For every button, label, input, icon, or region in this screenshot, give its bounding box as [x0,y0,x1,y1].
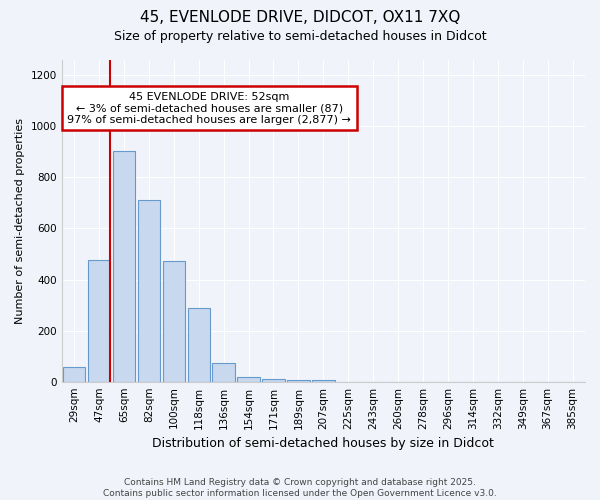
Bar [137,200,160,382]
X-axis label: Distribution of semi-detached houses by size in Didcot: Distribution of semi-detached houses by … [152,437,494,450]
Bar [262,379,285,382]
Bar [163,261,185,382]
Text: Contains HM Land Registry data © Crown copyright and database right 2025.
Contai: Contains HM Land Registry data © Crown c… [103,478,497,498]
Bar [212,364,235,382]
Bar [188,308,210,382]
Text: 45, EVENLODE DRIVE, DIDCOT, OX11 7XQ: 45, EVENLODE DRIVE, DIDCOT, OX11 7XQ [140,10,460,25]
Bar [312,380,335,382]
Text: Size of property relative to semi-detached houses in Didcot: Size of property relative to semi-detach… [113,30,487,43]
Bar [113,150,135,382]
Text: 45 EVENLODE DRIVE: 52sqm
← 3% of semi-detached houses are smaller (87)
97% of se: 45 EVENLODE DRIVE: 52sqm ← 3% of semi-de… [67,92,351,125]
Bar [238,376,260,382]
Y-axis label: Number of semi-detached properties: Number of semi-detached properties [15,118,25,324]
Bar [63,367,85,382]
Bar [88,260,110,382]
Bar [287,380,310,382]
